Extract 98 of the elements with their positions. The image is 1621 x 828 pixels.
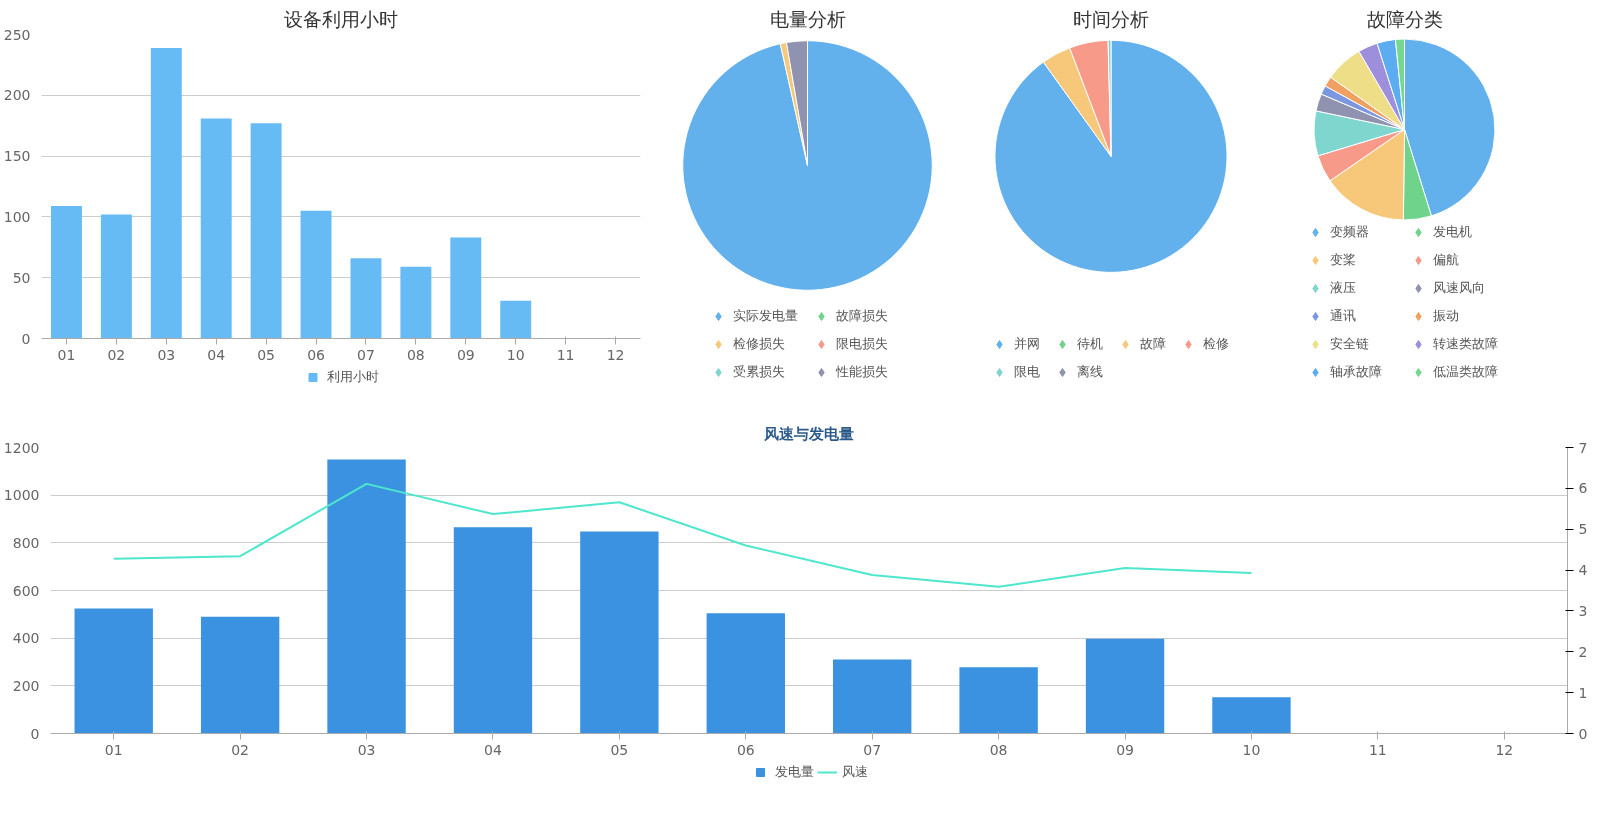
bar bbox=[450, 237, 482, 339]
bar bbox=[100, 214, 132, 339]
y-tick-label: 0 bbox=[30, 725, 40, 742]
legend-label: 转速类故障 bbox=[1433, 335, 1499, 353]
x-tick-label: 05 bbox=[610, 741, 629, 758]
bar bbox=[327, 459, 406, 734]
x-tick-label: 04 bbox=[484, 741, 502, 758]
x-tick-label: 02 bbox=[231, 741, 250, 758]
x-tick-label: 04 bbox=[207, 346, 226, 363]
x-tick-label: 01 bbox=[104, 741, 123, 758]
x-tick-label: 11 bbox=[556, 346, 575, 363]
legend-label: 液压 bbox=[1330, 279, 1357, 297]
legend-label: 离线 bbox=[1076, 363, 1104, 381]
legend-label: 轴承故障 bbox=[1330, 363, 1383, 381]
x-tick-label: 12 bbox=[606, 346, 625, 363]
y-tick-label: 100 bbox=[3, 208, 31, 225]
bar bbox=[580, 531, 659, 734]
legend-label: 发电量 bbox=[774, 763, 814, 781]
x-tick-label: 07 bbox=[357, 346, 375, 363]
x-tick-label: 02 bbox=[107, 346, 126, 363]
legend-label: 性能损失 bbox=[836, 363, 889, 381]
y-tick-label: 150 bbox=[3, 148, 31, 165]
legend-label: 实际发电量 bbox=[733, 307, 799, 325]
y-tick-label: 1200 bbox=[3, 439, 40, 456]
y-tick-label: 200 bbox=[12, 677, 40, 694]
legend-label: 待机 bbox=[1076, 335, 1104, 353]
bar bbox=[74, 608, 153, 734]
x-tick-label: 07 bbox=[863, 741, 882, 758]
y-tick-label: 600 bbox=[12, 582, 40, 599]
legend-label: 限电损失 bbox=[836, 335, 889, 353]
y2-tick-label: 5 bbox=[1578, 521, 1588, 538]
x-tick-label: 06 bbox=[736, 741, 755, 758]
legend-label: 故障损失 bbox=[836, 307, 889, 325]
bar bbox=[500, 300, 532, 339]
bar bbox=[200, 118, 232, 339]
bar bbox=[350, 258, 382, 339]
x-tick-label: 06 bbox=[307, 346, 326, 363]
bar bbox=[400, 266, 432, 339]
y-tick-label: 0 bbox=[21, 330, 31, 347]
x-tick-label: 01 bbox=[57, 346, 76, 363]
x-tick-label: 09 bbox=[456, 346, 475, 363]
chart-title: 电量分析 bbox=[769, 7, 846, 30]
y-tick-label: 1000 bbox=[3, 487, 40, 504]
bar bbox=[150, 47, 182, 339]
y-tick-label: 200 bbox=[3, 87, 31, 104]
legend-label: 利用小时 bbox=[327, 368, 379, 386]
chart-title: 时间分析 bbox=[1073, 7, 1149, 30]
x-tick-label: 03 bbox=[157, 346, 176, 363]
chart-title: 设备利用小时 bbox=[284, 7, 398, 30]
x-tick-label: 08 bbox=[989, 741, 1008, 758]
legend-label: 故障 bbox=[1139, 335, 1167, 353]
x-tick-label: 10 bbox=[506, 346, 525, 363]
y2-tick-label: 6 bbox=[1578, 480, 1588, 497]
legend-label: 风速风向 bbox=[1433, 279, 1486, 297]
x-tick-label: 09 bbox=[1116, 741, 1134, 758]
legend-label: 限电 bbox=[1013, 363, 1041, 381]
chart-title: 风速与发电量 bbox=[763, 424, 854, 443]
y-tick-label: 50 bbox=[12, 269, 31, 286]
bar bbox=[453, 527, 533, 734]
legend-label: 发电机 bbox=[1433, 223, 1473, 241]
y2-tick-label: 1 bbox=[1578, 684, 1588, 701]
x-tick-label: 10 bbox=[1242, 741, 1261, 758]
bar bbox=[50, 205, 82, 339]
bar bbox=[200, 616, 280, 734]
legend-label: 检修 bbox=[1202, 335, 1230, 353]
legend-label: 检修损失 bbox=[733, 335, 786, 353]
y2-tick-label: 0 bbox=[1578, 725, 1588, 742]
x-tick-label: 08 bbox=[406, 346, 425, 363]
legend-label: 振动 bbox=[1433, 307, 1460, 325]
x-tick-label: 05 bbox=[257, 346, 276, 363]
legend-label: 低温类故障 bbox=[1433, 363, 1499, 381]
x-tick-label: 03 bbox=[357, 741, 376, 758]
legend-label: 安全链 bbox=[1330, 335, 1370, 353]
bar bbox=[1085, 638, 1165, 734]
legend-label: 变桨 bbox=[1330, 251, 1357, 269]
legend-label: 风速 bbox=[841, 763, 868, 781]
y2-tick-label: 7 bbox=[1578, 439, 1588, 456]
bar bbox=[250, 123, 282, 339]
y-tick-label: 800 bbox=[12, 534, 40, 551]
y-tick-label: 250 bbox=[3, 26, 31, 43]
bar bbox=[1212, 697, 1291, 734]
line-series bbox=[112, 482, 1253, 588]
bar bbox=[300, 210, 332, 339]
legend-label: 受累损失 bbox=[733, 363, 786, 381]
y2-tick-label: 2 bbox=[1578, 643, 1588, 660]
y2-tick-label: 4 bbox=[1578, 562, 1588, 579]
bar bbox=[959, 667, 1038, 734]
legend-label: 变频器 bbox=[1330, 223, 1370, 241]
chart-title: 故障分类 bbox=[1366, 7, 1443, 30]
legend-label: 通讯 bbox=[1330, 307, 1357, 325]
legend-label: 并网 bbox=[1013, 335, 1041, 353]
y2-tick-label: 3 bbox=[1578, 602, 1588, 619]
bar bbox=[833, 659, 912, 734]
bar bbox=[706, 613, 785, 734]
x-tick-label: 11 bbox=[1368, 741, 1387, 758]
legend-label: 偏航 bbox=[1433, 251, 1460, 269]
y-tick-label: 400 bbox=[12, 630, 40, 647]
x-tick-label: 12 bbox=[1495, 741, 1514, 758]
